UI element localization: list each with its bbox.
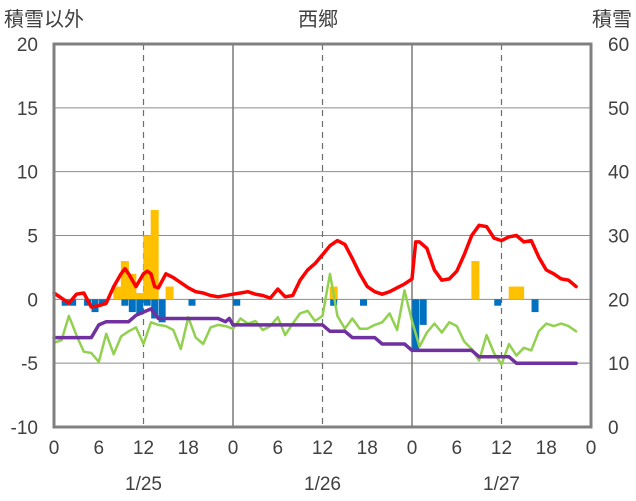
y-left-tick-label: -5	[21, 354, 38, 375]
snow_change-bar	[136, 299, 144, 315]
x-tick-label: 0	[586, 438, 597, 459]
x-tick-label: 0	[49, 438, 60, 459]
x-tick-label: 6	[272, 438, 283, 459]
y-right-tick-label: 50	[608, 99, 629, 120]
y-left-tick-label: 10	[17, 163, 38, 184]
snow_change-bar	[330, 299, 338, 306]
x-tick-label: 12	[312, 438, 333, 459]
date-label: 1/26	[304, 474, 341, 495]
snow_change-bar	[419, 299, 427, 325]
temperature-line	[52, 223, 578, 309]
chart-title: 西郷	[298, 8, 338, 31]
snow_change-bar	[531, 299, 539, 313]
snowfall-bar	[508, 286, 517, 300]
x-tick-label: 6	[451, 438, 462, 459]
snow_change-bar	[151, 299, 159, 319]
snow_depth-line	[52, 307, 578, 365]
date-label: 1/25	[125, 474, 162, 495]
snow_change-bar	[143, 299, 151, 306]
snow_change-bar	[494, 299, 502, 306]
y-right-tick-label: 40	[608, 163, 629, 184]
snowfall-bar	[120, 261, 129, 300]
snowfall-bar	[128, 273, 137, 300]
snowfall-bar	[143, 235, 152, 300]
y-left-tick-label: 15	[17, 99, 38, 120]
y-left-tick-label: 0	[27, 290, 38, 311]
y-left-tick-label: -10	[11, 418, 38, 439]
right-axis-title: 積雪	[592, 8, 632, 31]
snow_change-bar	[128, 299, 136, 313]
y-left-tick-label: 5	[27, 227, 38, 248]
y-right-tick-label: 30	[608, 227, 629, 248]
x-tick-label: 18	[536, 438, 557, 459]
snowfall-bar	[135, 292, 144, 300]
snowfall-bar	[113, 286, 122, 300]
y-right-tick-label: 60	[608, 35, 629, 56]
x-tick-label: 0	[407, 438, 418, 459]
snowfall-bar	[516, 286, 525, 300]
snow_change-bar	[360, 299, 368, 306]
dewpoint-line	[52, 272, 578, 366]
snowfall-bar	[471, 261, 480, 300]
y-right-tick-label: 0	[608, 418, 619, 439]
snow_change-bar	[121, 299, 129, 306]
plot-frame	[52, 42, 593, 429]
x-tick-label: 6	[93, 438, 104, 459]
y-right-tick-label: 10	[608, 354, 629, 375]
x-tick-label: 0	[228, 438, 239, 459]
snow_change-bar	[98, 299, 106, 306]
snow_change-bar	[158, 299, 166, 323]
x-tick-label: 18	[178, 438, 199, 459]
line-series	[52, 223, 578, 366]
snow_change-bar	[233, 299, 241, 306]
snow_change-bar	[188, 299, 196, 306]
snowfall-bar	[150, 209, 159, 300]
y-right-tick-label: 20	[608, 290, 629, 311]
y-left-tick-label: 20	[17, 35, 38, 56]
x-tick-label: 12	[491, 438, 512, 459]
left-axis-title: 積雪以外	[4, 8, 84, 31]
snow_change-bar	[69, 299, 77, 306]
date-label: 1/27	[483, 474, 520, 495]
x-tick-label: 18	[357, 438, 378, 459]
snowfall-bar	[165, 286, 174, 300]
x-tick-label: 12	[133, 438, 154, 459]
snow_change-bar	[412, 299, 420, 351]
